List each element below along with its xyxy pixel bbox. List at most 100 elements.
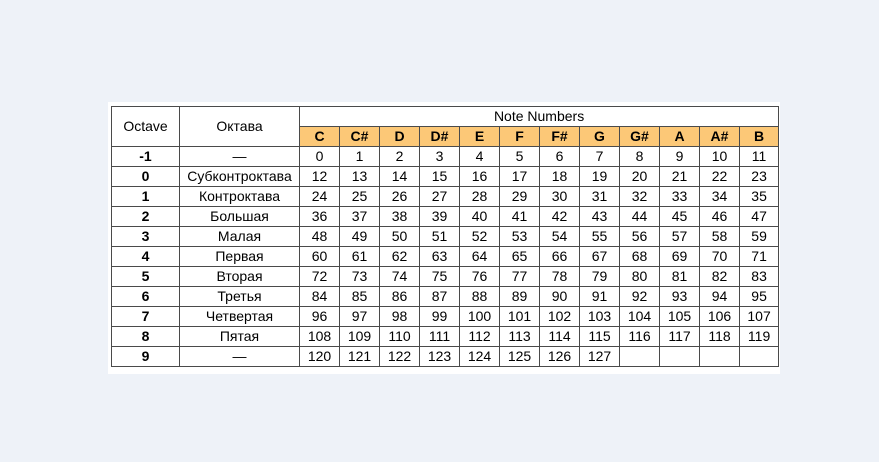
note-number-cell: 4 (459, 146, 500, 167)
note-number-cell: 124 (459, 346, 500, 367)
note-number-cell: 97 (339, 306, 380, 327)
note-header-cell: F# (539, 126, 580, 147)
note-number-cell: 123 (419, 346, 460, 367)
note-number-cell: 90 (539, 286, 580, 307)
note-number-cell: 83 (738, 266, 780, 287)
note-number-cell: 61 (339, 246, 380, 267)
note-number-cell: 104 (619, 306, 660, 327)
note-number-cell: 113 (499, 326, 540, 347)
note-number-cell: 84 (299, 286, 340, 307)
note-number-cell: 94 (699, 286, 740, 307)
octave-name-cell: Субконтроктава (179, 166, 300, 187)
note-number-cell: 49 (339, 226, 380, 247)
note-number-cell: 14 (379, 166, 420, 187)
note-number-cell: 127 (579, 346, 620, 367)
octave-name-column-header: Октава (179, 106, 300, 147)
octave-number-cell: 1 (111, 186, 180, 207)
note-number-cell: 55 (579, 226, 620, 247)
note-number-cell: 80 (619, 266, 660, 287)
note-number-cell: 101 (499, 306, 540, 327)
note-number-cell: 6 (539, 146, 580, 167)
octave-number-cell: 4 (111, 246, 180, 267)
note-number-cell: 72 (299, 266, 340, 287)
note-number-cell: 52 (459, 226, 500, 247)
note-number-cell: 43 (579, 206, 620, 227)
note-number-cell: 95 (738, 286, 780, 307)
note-number-cell: 19 (579, 166, 620, 187)
note-number-cell: 114 (539, 326, 580, 347)
note-number-cell: 33 (659, 186, 700, 207)
note-number-cell: 50 (379, 226, 420, 247)
note-number-cell: 71 (738, 246, 780, 267)
note-number-cell: 26 (379, 186, 420, 207)
note-number-cell: 81 (659, 266, 700, 287)
table-row: 6 Третья 84 85 86 87 88 89 90 91 92 93 94 95 (111, 286, 780, 307)
note-number-cell: 73 (339, 266, 380, 287)
note-number-cell: 76 (459, 266, 500, 287)
note-number-cell: 12 (299, 166, 340, 187)
octave-column-header: Octave (111, 106, 180, 147)
note-number-cell: 37 (339, 206, 380, 227)
note-number-cell: 42 (539, 206, 580, 227)
note-number-cell: 82 (699, 266, 740, 287)
note-header-row: C C# D D# E F F# G G# A A# B (112, 126, 780, 147)
note-number-cell: 46 (699, 206, 740, 227)
note-number-cell: 125 (499, 346, 540, 367)
octave-name-cell: Вторая (179, 266, 300, 287)
note-number-cell (738, 346, 780, 367)
note-number-cell: 31 (579, 186, 620, 207)
note-number-cell: 109 (339, 326, 380, 347)
note-header-cell: F (499, 126, 540, 147)
note-number-cell: 56 (619, 226, 660, 247)
note-number-cell: 15 (419, 166, 460, 187)
note-number-cell: 27 (419, 186, 460, 207)
note-header-cell: D# (419, 126, 460, 147)
note-number-cell: 40 (459, 206, 500, 227)
table-row: 8 Пятая 108 109 110 111 112 113 114 115 116 117 118 1… (111, 326, 780, 347)
note-number-cell: 38 (379, 206, 420, 227)
note-number-cell: 5 (499, 146, 540, 167)
note-number-cell: 112 (459, 326, 500, 347)
note-number-cell: 32 (619, 186, 660, 207)
octave-name-cell: Малая (179, 226, 300, 247)
note-number-cell: 51 (419, 226, 460, 247)
note-number-cell: 65 (499, 246, 540, 267)
note-number-cell: 0 (299, 146, 340, 167)
octave-number-cell: 9 (111, 346, 180, 367)
note-number-cell: 106 (699, 306, 740, 327)
note-number-cell: 53 (499, 226, 540, 247)
note-header-cell: D (379, 126, 420, 147)
note-number-cell: 70 (699, 246, 740, 267)
note-number-cell: 93 (659, 286, 700, 307)
note-number-cell: 118 (699, 326, 740, 347)
note-header-cell: C# (339, 126, 380, 147)
table-row: -1—0 1 2 3 4 5 6 7 8 9 10 11 (111, 146, 780, 167)
note-number-cell: 68 (619, 246, 660, 267)
note-number-cell: 41 (499, 206, 540, 227)
table-body: -1—0 1 2 3 4 5 6 7 8 9 10 11 0 Субконтроктава 12 13 14 15… (111, 146, 780, 367)
note-number-cell: 86 (379, 286, 420, 307)
table-row: 1 Контроктава 24 25 26 27 28 29 30 31 32 33 34 35 (111, 186, 780, 207)
note-number-cell: 24 (299, 186, 340, 207)
note-number-cell: 75 (419, 266, 460, 287)
note-number-cell: 100 (459, 306, 500, 327)
octave-name-cell: — (179, 346, 300, 367)
table-row: 3 Малая 48 49 50 51 52 53 54 55 56 57 58 59 (111, 226, 780, 247)
note-number-cell: 66 (539, 246, 580, 267)
note-number-cell: 60 (299, 246, 340, 267)
note-header-cell: G (579, 126, 620, 147)
note-number-cell: 7 (579, 146, 620, 167)
note-number-cell: 85 (339, 286, 380, 307)
note-number-cell: 45 (659, 206, 700, 227)
note-number-cell: 11 (738, 146, 780, 167)
note-number-cell: 89 (499, 286, 540, 307)
note-number-cell: 8 (619, 146, 660, 167)
note-number-cell: 79 (579, 266, 620, 287)
note-number-cell: 59 (738, 226, 780, 247)
note-number-cell: 120 (299, 346, 340, 367)
octave-name-cell: Пятая (179, 326, 300, 347)
note-number-cell: 29 (499, 186, 540, 207)
note-number-cell: 34 (699, 186, 740, 207)
header-row-group: Octave Октава Note Numbers (111, 106, 780, 147)
octave-name-cell: — (179, 146, 300, 167)
